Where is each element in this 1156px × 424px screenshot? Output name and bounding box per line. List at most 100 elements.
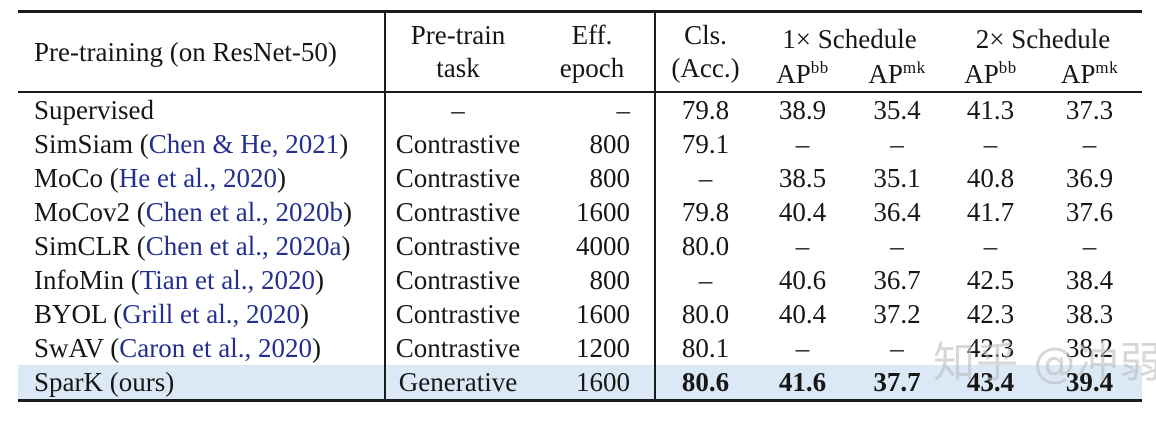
eff-epoch-cell: 800	[589, 163, 631, 193]
ap-mk-1x-cell: 36.7	[873, 265, 921, 295]
column-header-ap-bb-1x: APbb	[755, 57, 850, 93]
header-line: Pre-train	[410, 20, 506, 50]
eff-epoch-cell: 1600	[530, 365, 655, 401]
table-body: Supervised – – 79.8 38.9 35.4 41.3 37.3 …	[18, 92, 1143, 401]
method-cell: InfoMin (Tian et al., 2020)	[18, 263, 385, 297]
pretrain-task-cell: Contrastive	[384, 127, 530, 161]
ap-bb-2x-cell: 40.8	[966, 163, 1015, 193]
column-header-cls-acc: Cls. (Acc.)	[654, 11, 755, 93]
ap-mk-2x-cell: 38.3	[1065, 299, 1114, 329]
pretrain-task-cell: Contrastive	[384, 331, 530, 365]
citation-link[interactable]: Grill et al., 2020	[122, 299, 300, 329]
method-cell: SparK (ours)	[18, 365, 385, 401]
eff-epoch-cell: 1600	[576, 299, 630, 329]
table-row: InfoMin (Tian et al., 2020) Contrastive …	[18, 263, 1142, 297]
header-line: Cls.	[684, 20, 727, 50]
table-row: Supervised – – 79.8 38.9 35.4 41.3 37.3	[18, 92, 1142, 127]
table-row: SparK (ours) Generative 1600 80.6 41.6 3…	[18, 365, 1143, 401]
citation-link[interactable]: Caron et al., 2020	[119, 333, 313, 363]
method-name-close: )	[342, 197, 352, 227]
method-name: MoCo (	[34, 163, 119, 193]
ap-bb-2x-cell: 41.3	[966, 95, 1015, 125]
cls-acc-cell: 79.1	[654, 127, 755, 161]
citation-link[interactable]: Chen & He, 2021	[148, 129, 340, 159]
column-header-pretraining: Pre-training (on ResNet-50)	[18, 11, 385, 93]
ap-bb-2x-cell: 42.5	[966, 265, 1015, 295]
column-header-ap-bb-2x: APbb	[944, 57, 1038, 93]
method-name: Supervised	[34, 95, 154, 125]
ap-bb-1x-cell: 40.4	[778, 299, 827, 329]
header-line: task	[436, 53, 480, 83]
method-name-close: )	[276, 163, 286, 193]
eff-epoch-cell: –	[616, 95, 631, 125]
ap-bb-1x-cell: 41.6	[755, 365, 850, 401]
ap-mk-1x-cell: 35.4	[873, 95, 921, 125]
column-header-ap-mk-1x: APmk	[850, 57, 945, 93]
ap-bb-1x-cell: 40.6	[778, 265, 827, 295]
cls-acc-cell: 79.8	[654, 195, 755, 229]
header-line: epoch	[559, 53, 625, 83]
table-row: SwAV (Caron et al., 2020) Contrastive 12…	[18, 331, 1142, 365]
pretrain-task-cell: Contrastive	[384, 263, 530, 297]
pretrain-task-cell: Generative	[384, 365, 530, 401]
ap-superscript: mk	[902, 58, 926, 77]
group-header-1x-schedule: 1× Schedule	[782, 24, 917, 54]
method-cell: MoCo (He et al., 2020)	[18, 161, 385, 195]
table-row: SimCLR (Chen et al., 2020a) Contrastive …	[18, 229, 1142, 263]
ap-superscript: bb	[998, 58, 1017, 77]
ap-mk-1x-cell: –	[890, 129, 904, 159]
method-cell: Supervised	[18, 92, 385, 127]
ap-bb-1x-cell: 38.5	[778, 163, 827, 193]
ap-mk-2x-cell: 38.4	[1065, 265, 1114, 295]
citation-link[interactable]: Chen et al., 2020a	[145, 231, 342, 261]
ap-bb-1x-cell: –	[795, 129, 810, 159]
ap-mk-2x-cell: 39.4	[1037, 365, 1143, 401]
ap-mk-1x-cell: –	[890, 333, 904, 363]
ap-superscript: mk	[1095, 58, 1119, 77]
method-cell: SimSiam (Chen & He, 2021)	[18, 127, 385, 161]
method-name: MoCov2 (	[34, 197, 146, 227]
cls-acc-cell: 79.8	[654, 92, 755, 127]
ap-label: AP	[776, 59, 811, 89]
method-name-close: )	[312, 333, 322, 363]
table-row: BYOL (Grill et al., 2020) Contrastive 16…	[18, 297, 1142, 331]
method-name: SimSiam (	[34, 129, 149, 159]
method-name-close: )	[339, 129, 349, 159]
method-name: InfoMin (	[34, 265, 140, 295]
column-header-ap-mk-2x: APmk	[1037, 57, 1143, 93]
method-cell: SimCLR (Chen et al., 2020a)	[18, 229, 385, 263]
ap-mk-2x-cell: 37.3	[1065, 95, 1114, 125]
ap-mk-2x-cell: –	[1082, 231, 1097, 261]
ap-bb-1x-cell: 40.4	[778, 197, 827, 227]
method-cell: MoCov2 (Chen et al., 2020b)	[18, 195, 385, 229]
cls-acc-cell: 80.1	[654, 331, 755, 365]
ap-mk-2x-cell: 37.6	[1065, 197, 1114, 227]
eff-epoch-cell: 800	[589, 129, 631, 159]
pretrain-task-cell: –	[384, 92, 530, 127]
ap-label: AP	[1060, 59, 1096, 89]
eff-epoch-cell: 1600	[576, 197, 630, 227]
method-name-close: )	[341, 231, 351, 261]
method-cell: BYOL (Grill et al., 2020)	[18, 297, 385, 331]
method-name: BYOL (	[34, 299, 123, 329]
ap-bb-2x-cell: –	[983, 129, 998, 159]
column-header-pretrain-task: Pre-train task	[384, 11, 530, 93]
eff-epoch-cell: 4000	[576, 231, 630, 261]
pretrain-task-cell: Contrastive	[384, 297, 530, 331]
cls-acc-cell: 80.0	[654, 297, 755, 331]
method-name: SparK (ours)	[34, 367, 175, 397]
cls-acc-cell: 80.0	[654, 229, 755, 263]
ap-bb-1x-cell: –	[795, 231, 810, 261]
eff-epoch-cell: 1200	[576, 333, 630, 363]
citation-link[interactable]: He et al., 2020	[118, 163, 277, 193]
group-header-2x-schedule: 2× Schedule	[975, 24, 1111, 54]
ap-bb-1x-cell: –	[795, 333, 810, 363]
ap-mk-1x-cell: 37.7	[850, 365, 945, 401]
method-name: SwAV (	[34, 333, 120, 363]
citation-link[interactable]: Tian et al., 2020	[139, 265, 315, 295]
column-header-eff-epoch: Eff. epoch	[530, 11, 655, 93]
citation-link[interactable]: Chen et al., 2020b	[145, 197, 343, 227]
cls-acc-cell: 80.6	[654, 365, 755, 401]
ap-mk-2x-cell: 36.9	[1065, 163, 1114, 193]
